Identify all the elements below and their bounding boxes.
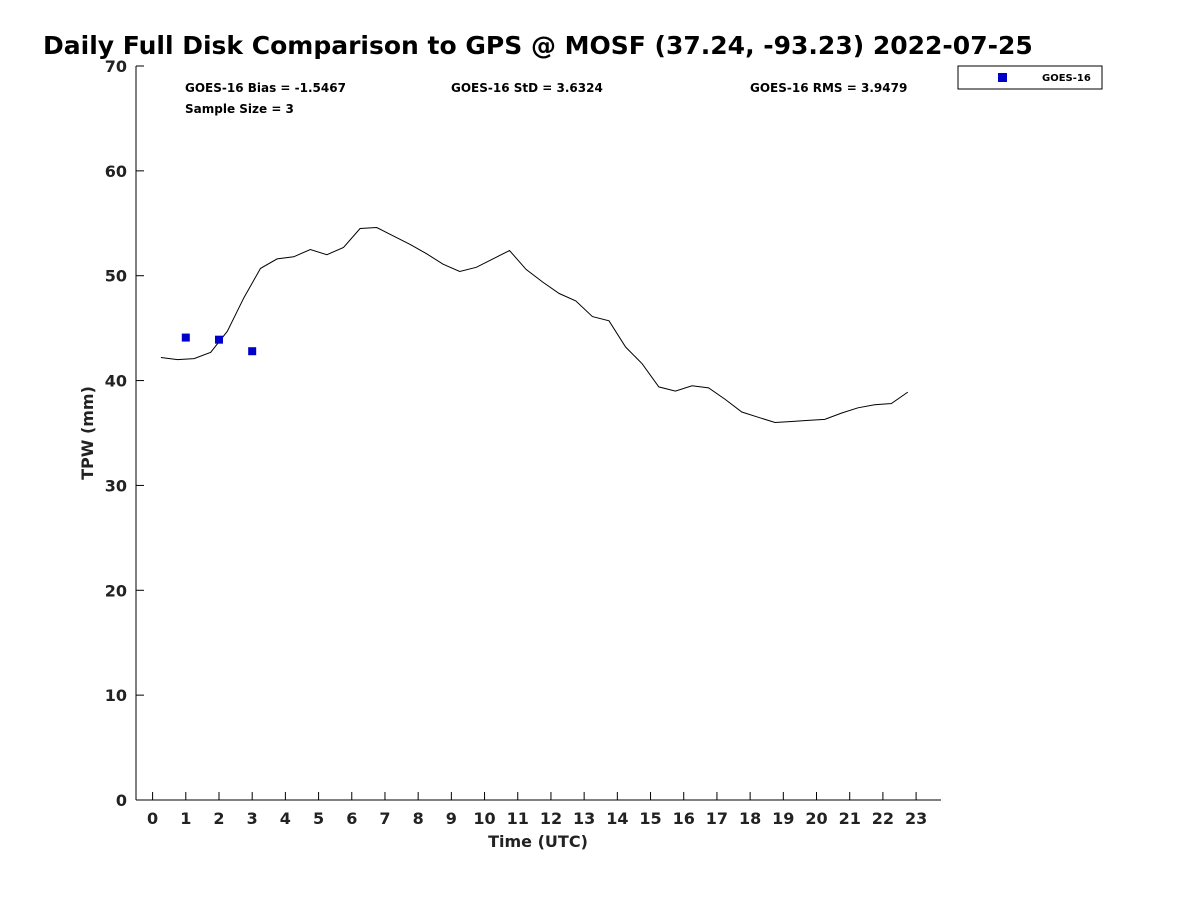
- y-tick-label: 20: [105, 581, 127, 600]
- x-tick-label: 1: [180, 809, 191, 828]
- x-tick-label: 7: [379, 809, 390, 828]
- x-tick-label: 9: [446, 809, 457, 828]
- stat-sample-size: Sample Size = 3: [185, 102, 294, 116]
- series-layer: [160, 226, 909, 424]
- x-tick-label: 19: [772, 809, 794, 828]
- y-tick-label: 30: [105, 476, 127, 495]
- x-tick-label: 13: [573, 809, 595, 828]
- x-tick-label: 14: [606, 809, 628, 828]
- gps-tpw-line: [160, 226, 909, 424]
- x-tick-label: 18: [739, 809, 761, 828]
- x-tick-label: 15: [639, 809, 661, 828]
- y-axis-label: TPW (mm): [78, 386, 97, 480]
- x-tick-label: 0: [147, 809, 158, 828]
- y-tick-label: 60: [105, 162, 127, 181]
- x-tick-label: 6: [346, 809, 357, 828]
- y-tick-label: 40: [105, 372, 127, 391]
- y-axis-ticks: 0 10 20 30 40 50 60 70: [105, 57, 144, 810]
- y-tick-label: 0: [116, 791, 127, 810]
- x-tick-label: 8: [413, 809, 424, 828]
- goes16-point: [248, 347, 257, 356]
- legend-box: [957, 65, 1103, 90]
- x-axis-ticks: 0 1 2 3 4 5 6 7 8 9 10 11 12 13 14 15 16 17 18 19 20 21 22 23: [147, 792, 927, 828]
- x-tick-label: 5: [313, 809, 324, 828]
- x-tick-label: 20: [805, 809, 827, 828]
- chart-title: Daily Full Disk Comparison to GPS @ MOSF…: [43, 31, 1033, 60]
- x-tick-label: 21: [839, 809, 861, 828]
- x-axis-label: Time (UTC): [488, 832, 588, 851]
- plot-area: [135, 66, 941, 801]
- legend: GOES-16: [957, 65, 1103, 90]
- x-tick-label: 11: [507, 809, 529, 828]
- x-tick-label: 4: [280, 809, 291, 828]
- stat-std: GOES-16 StD = 3.6324: [451, 81, 603, 95]
- stat-bias: GOES-16 Bias = -1.5467: [185, 81, 346, 95]
- goes16-point: [214, 335, 223, 344]
- y-tick-label: 70: [105, 57, 127, 76]
- stat-rms: GOES-16 RMS = 3.9479: [750, 81, 907, 95]
- x-tick-label: 16: [673, 809, 695, 828]
- x-tick-label: 22: [872, 809, 894, 828]
- x-tick-label: 10: [473, 809, 495, 828]
- y-tick-label: 10: [105, 686, 127, 705]
- x-tick-label: 12: [540, 809, 562, 828]
- legend-label-goes16: GOES-16: [1042, 73, 1091, 84]
- y-tick-label: 50: [105, 267, 127, 286]
- x-tick-label: 17: [706, 809, 728, 828]
- legend-swatch-goes16: [998, 73, 1007, 82]
- x-tick-label: 23: [905, 809, 927, 828]
- x-tick-label: 3: [247, 809, 258, 828]
- x-tick-label: 2: [213, 809, 224, 828]
- goes16-point: [181, 333, 190, 342]
- stats-annotations: GOES-16 Bias = -1.5467 GOES-16 StD = 3.6…: [185, 81, 907, 116]
